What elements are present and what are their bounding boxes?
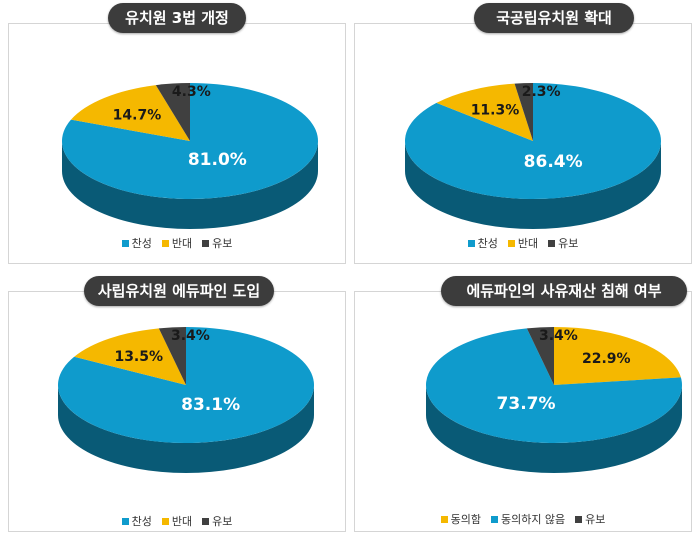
chart-panel-4: 22.9% 73.7% 3.4% 동의함 동의하지 않음 유보 <box>354 291 692 532</box>
pie-chart-1: 81.0% 14.7% 4.3% <box>62 83 319 229</box>
data-label-3: 3.4% <box>539 328 578 344</box>
pie-side-1 <box>62 141 318 229</box>
pie-side-1 <box>405 141 661 229</box>
pie-side-1 <box>58 385 314 473</box>
pie-side-walls <box>405 141 661 229</box>
legend-swatch <box>121 239 129 247</box>
legend-label: 유보 <box>212 515 233 528</box>
chart-panel-1: 81.0% 14.7% 4.3% 찬성 반대 유보 <box>8 23 346 264</box>
data-label-1: 22.9% <box>582 351 631 367</box>
legend-swatch <box>467 239 475 247</box>
pie-slice-3 <box>155 83 190 141</box>
data-label-2: 11.3% <box>471 102 520 118</box>
pie-chart-2: 86.4% 11.3%2.3% <box>405 83 661 229</box>
data-label-1: 81.0% <box>188 150 247 170</box>
chart-panel-2: 86.4% 11.3% 2.3% 찬성 반대 유보 <box>354 23 692 264</box>
legend-swatch <box>161 239 169 247</box>
chart-title-3: 사립유치원 에듀파인 도입 <box>84 276 274 306</box>
pie-slice-2 <box>74 328 186 385</box>
legend-item: 반대 <box>161 235 193 251</box>
legend-swatch <box>507 239 515 247</box>
pie-side-walls <box>58 385 314 473</box>
legend-item: 반대 <box>161 513 193 529</box>
data-label-3: 4.3% <box>172 84 211 100</box>
pie-slice-3 <box>158 327 186 385</box>
chart-panel-3: 83.1% 13.5% 3.4% 찬성 반대 유보 <box>8 291 346 532</box>
legend-label: 동의함 <box>450 513 481 526</box>
chart-legend-2: 찬성 반대 유보 <box>355 235 691 251</box>
chart-legend-3: 찬성 반대 유보 <box>9 513 345 529</box>
chart-title-1: 유치원 3법 개정 <box>108 3 246 33</box>
pie-slice-1 <box>62 83 319 199</box>
legend-label: 유보 <box>212 237 233 250</box>
pie-slice-1 <box>405 83 661 200</box>
data-label-1: 83.1% <box>181 395 240 415</box>
legend-item: 유보 <box>202 235 232 251</box>
legend-swatch <box>575 515 583 523</box>
chart-legend-1: 찬성 반대 유보 <box>9 235 345 251</box>
legend-swatch <box>202 239 210 247</box>
data-label-2: 13.5% <box>114 349 163 365</box>
legend-label: 찬성 <box>477 237 498 250</box>
legend-label: 찬성 <box>131 237 152 250</box>
legend-label: 유보 <box>558 237 579 250</box>
legend-item: 찬성 <box>467 235 498 251</box>
legend-item: 유보 <box>575 511 605 527</box>
legend-swatch <box>161 517 169 525</box>
data-label-1: 86.4% <box>524 152 583 172</box>
pie-side-walls <box>62 141 318 229</box>
data-label-2: 14.7% <box>113 107 162 123</box>
legend-item: 찬성 <box>121 235 152 251</box>
legend-label: 반대 <box>517 237 539 250</box>
legend-item: 동의하지 않음 <box>490 511 566 527</box>
data-label-3: 3.4% <box>171 328 210 344</box>
chart-title-4: 에듀파인의 사유재산 침해 여부 <box>441 276 687 306</box>
legend-label: 유보 <box>585 513 606 526</box>
legend-swatch <box>121 517 129 525</box>
pie-slice-2 <box>426 328 683 443</box>
legend-label: 동의하지 않음 <box>500 513 566 526</box>
pie-slice-3 <box>526 327 554 385</box>
legend-label: 찬성 <box>131 515 152 528</box>
data-label-3: 2.3% <box>522 84 561 100</box>
legend-item: 동의함 <box>440 511 481 527</box>
pie-slice-1 <box>554 327 681 385</box>
chart-legend-4: 동의함 동의하지 않음 유보 <box>355 511 691 527</box>
data-label-2: 73.7% <box>497 394 556 414</box>
pie-chart-3: 83.1% 13.5% 3.4% <box>57 327 315 473</box>
legend-item: 찬성 <box>121 513 152 529</box>
pie-slice-2 <box>436 83 533 141</box>
legend-swatch <box>440 515 448 523</box>
pie-slice-3 <box>514 83 533 141</box>
pie-side-2 <box>426 385 682 473</box>
legend-swatch <box>490 515 498 523</box>
pie-slice-2 <box>70 85 190 141</box>
chart-title-2: 국공립유치원 확대 <box>474 3 634 33</box>
pie-chart-4: 22.9% 73.7% 3.4% <box>426 327 683 473</box>
legend-item: 유보 <box>202 513 232 529</box>
legend-swatch <box>202 517 210 525</box>
legend-item: 유보 <box>548 235 578 251</box>
legend-swatch <box>548 239 556 247</box>
legend-item: 반대 <box>507 235 539 251</box>
legend-label: 반대 <box>171 237 193 250</box>
legend-label: 반대 <box>171 515 193 528</box>
pie-side-walls <box>426 385 682 473</box>
